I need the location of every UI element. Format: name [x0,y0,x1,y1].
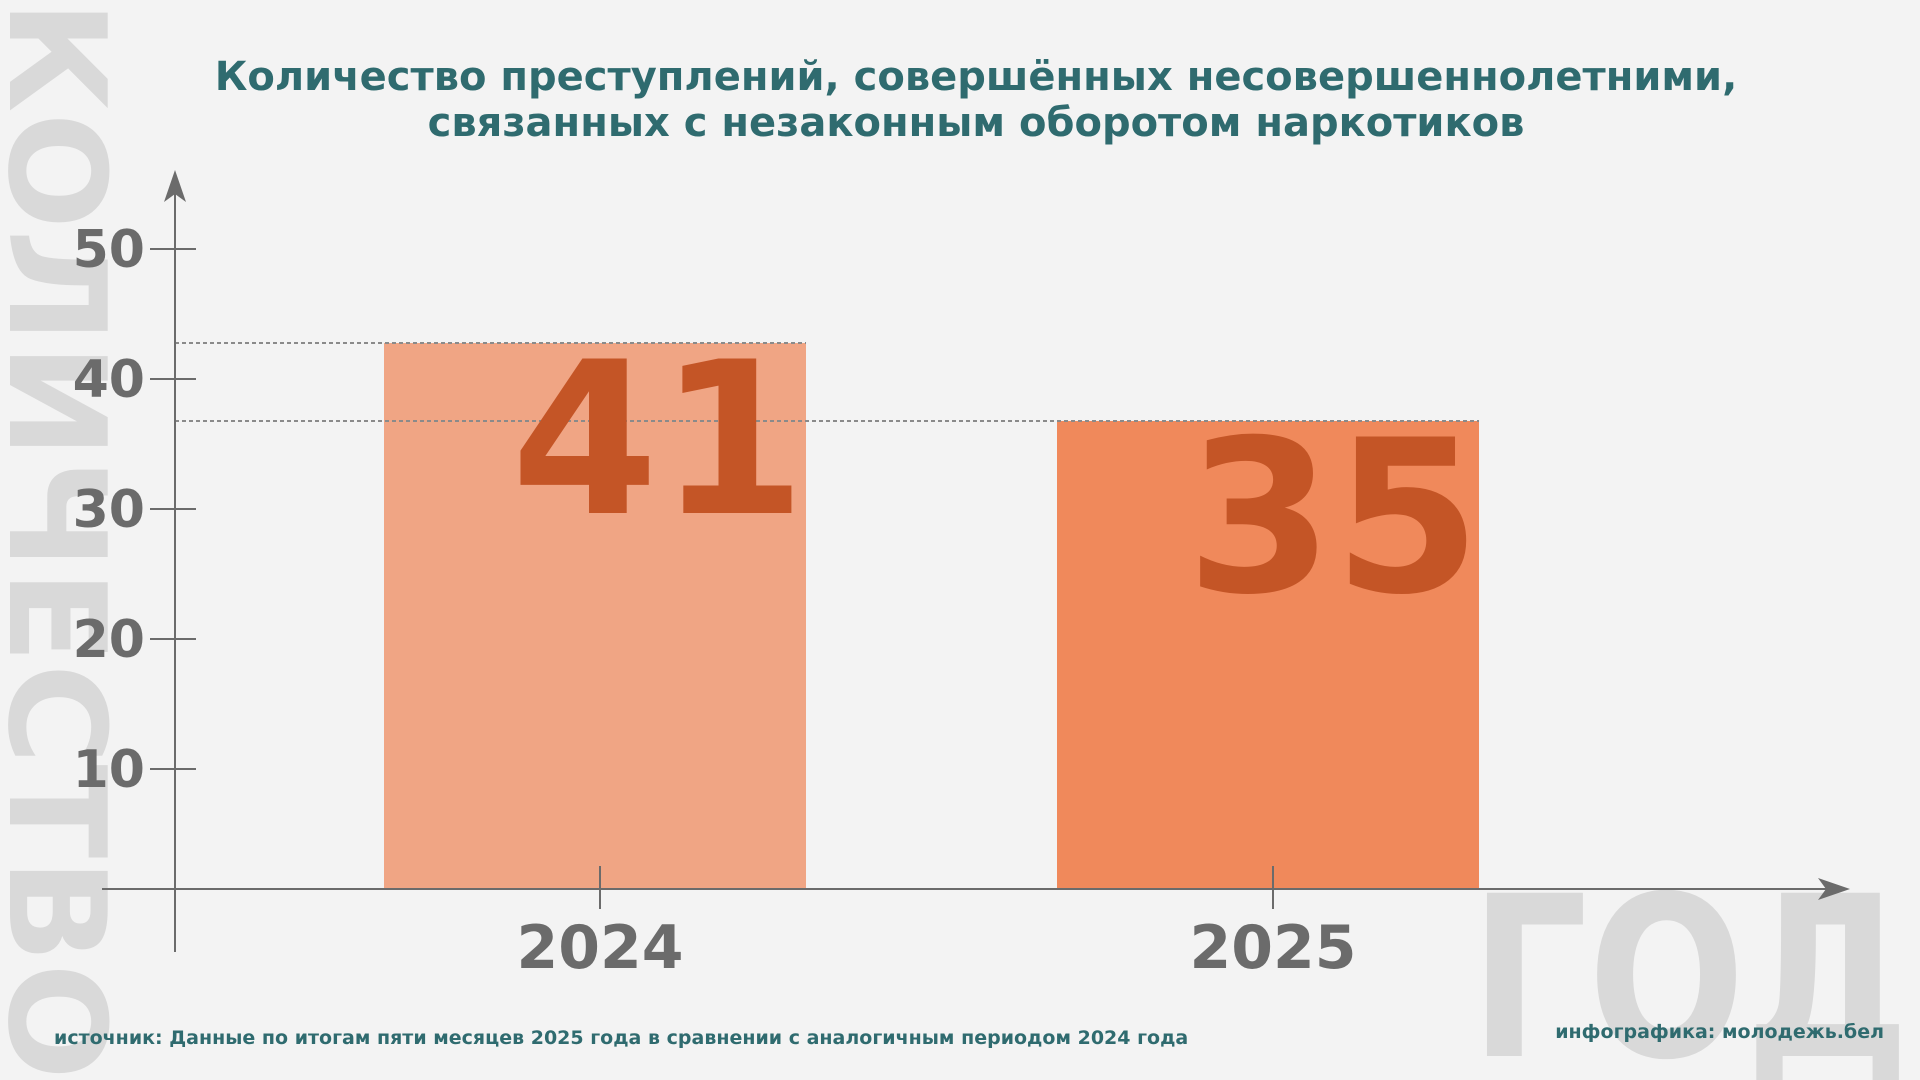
axes-layer [102,170,1850,952]
x-ticks-layer: 2024 2025 [517,866,1357,983]
source-note: источник: Данные по итогам пяти месяцев … [54,1027,1188,1049]
y-tick-label-50: 50 [73,220,145,280]
y-ticks-layer: 10 20 30 40 50 [73,220,196,800]
bar-2025 [1057,421,1479,889]
bar-2024 [384,343,806,889]
y-tick-label-30: 30 [73,480,145,540]
y-axis-title-watermark: КОЛИЧЕСТВО [0,0,134,1080]
y-axis-arrow-icon [164,170,186,202]
chart-title-line-1: Количество преступлений, совершённых нес… [215,54,1738,100]
reference-lines-layer [175,342,1479,422]
value-label-2025: 35 [1186,394,1481,641]
x-tick-label-2025: 2025 [1190,913,1357,983]
y-tick-label-10: 10 [73,740,145,800]
credit-note: инфографика: молодежь.бел [1555,1021,1884,1043]
x-axis-arrow-icon [1818,878,1850,900]
x-tick-label-2024: 2024 [517,913,684,983]
value-labels-layer: 41 35 [511,316,1481,641]
bars-layer [384,343,1479,889]
value-label-2024: 41 [511,316,806,563]
y-tick-label-40: 40 [73,350,145,410]
y-tick-label-20: 20 [73,610,145,670]
chart-title-line-2: связанных с незаконным оборотом наркотик… [428,100,1525,146]
x-axis-title-watermark: ГОД [1470,848,1910,1080]
